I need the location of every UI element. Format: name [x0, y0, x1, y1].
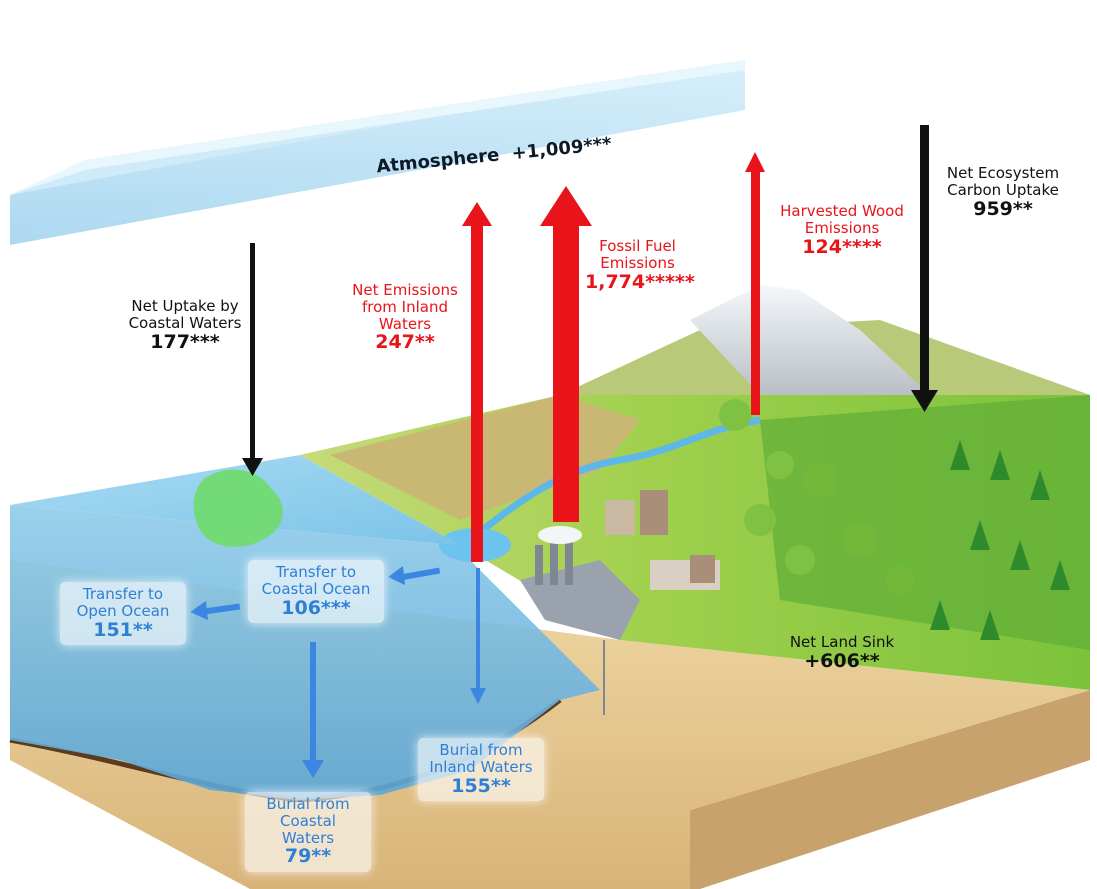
atmosphere-slab — [10, 60, 745, 245]
label-text: Net Emissions from Inland Waters — [352, 281, 458, 333]
label-value: 1,774***** — [585, 270, 695, 293]
arrow-coastal-uptake — [242, 243, 263, 476]
label-value: +606** — [804, 649, 880, 672]
arrow-transfer-open — [190, 601, 241, 620]
arrow-transfer-coastal — [388, 566, 441, 585]
arrow-burial-coastal — [302, 642, 324, 778]
label-text: Net Uptake by Coastal Waters — [128, 297, 242, 332]
label-transfer-open-ocean: Transfer to Open Ocean 151** — [60, 582, 186, 645]
label-value: 79** — [284, 845, 332, 868]
label-value: 247** — [375, 331, 435, 354]
land-surface — [300, 285, 1090, 690]
transfer-arrows — [190, 566, 486, 778]
uptake-arrows — [242, 125, 938, 476]
arrow-inland-emissions — [462, 202, 492, 562]
label-text: Burial from Inland Waters — [429, 741, 533, 776]
label-value: 155** — [451, 774, 511, 797]
label-value: 124**** — [802, 235, 882, 258]
emission-arrows — [462, 152, 765, 562]
algae-bloom — [193, 469, 283, 547]
arrow-ecosystem-uptake — [911, 125, 938, 412]
label-text: Net Land Sink — [789, 633, 895, 651]
label-value: 177*** — [150, 330, 220, 353]
label-text: Transfer to Open Ocean — [76, 585, 170, 620]
river — [467, 416, 761, 543]
label-text: Net Ecosystem Carbon Uptake — [946, 164, 1060, 199]
label-net-land-sink: Net Land Sink +606** — [782, 634, 902, 672]
label-text: Harvested Wood Emissions — [780, 202, 904, 237]
arrow-burial-inland — [470, 568, 486, 704]
label-net-emissions-inland: Net Emissions from Inland Waters 247** — [340, 282, 470, 354]
coastal-sea-surface — [10, 455, 460, 547]
label-harvested-wood: Harvested Wood Emissions 124**** — [772, 203, 912, 258]
label-burial-coastal: Burial from Coastal Waters 79** — [245, 792, 371, 872]
arrow-harvested-wood — [745, 152, 765, 415]
label-text: Fossil Fuel Emissions — [599, 237, 676, 272]
label-text: Transfer to Coastal Ocean — [261, 563, 371, 598]
label-transfer-coastal-ocean: Transfer to Coastal Ocean 106*** — [248, 560, 384, 623]
label-value: 151** — [93, 618, 153, 641]
label-value: 959** — [973, 197, 1033, 220]
label-value: 106*** — [281, 596, 351, 619]
label-text: Burial from Coastal Waters — [266, 795, 350, 847]
city-buildings — [520, 490, 720, 715]
forest-trees — [719, 399, 1070, 640]
sea-front-face — [10, 505, 600, 800]
label-fossil-fuel: Fossil Fuel Emissions 1,774***** — [585, 237, 695, 293]
label-burial-inland: Burial from Inland Waters 155** — [418, 738, 544, 801]
arrow-fossil-fuel — [540, 186, 592, 522]
label-net-ecosystem-uptake: Net Ecosystem Carbon Uptake 959** — [938, 165, 1068, 220]
label-net-uptake-coastal: Net Uptake by Coastal Waters 177*** — [110, 298, 260, 353]
mountain — [690, 285, 930, 395]
